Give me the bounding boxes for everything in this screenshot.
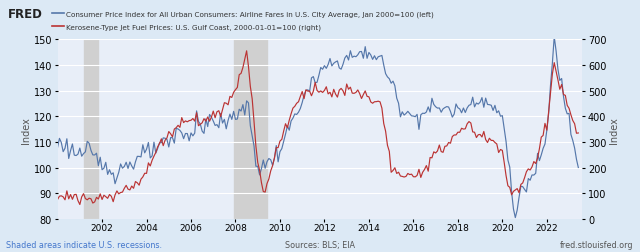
Text: FRED: FRED [8,8,42,20]
Text: Sources: BLS; EIA: Sources: BLS; EIA [285,240,355,249]
Text: Kerosene-Type Jet Fuel Prices: U.S. Gulf Coast, 2000-01-01=100 (right): Kerosene-Type Jet Fuel Prices: U.S. Gulf… [66,24,321,31]
Text: fred.stlouisfed.org: fred.stlouisfed.org [560,240,634,249]
Bar [234,40,267,219]
Text: Consumer Price Index for All Urban Consumers: Airline Fares in U.S. City Average: Consumer Price Index for All Urban Consu… [66,11,434,18]
Text: Shaded areas indicate U.S. recessions.: Shaded areas indicate U.S. recessions. [6,240,163,249]
Y-axis label: Index: Index [609,116,620,143]
Y-axis label: Index: Index [20,116,31,143]
Bar [84,40,99,219]
